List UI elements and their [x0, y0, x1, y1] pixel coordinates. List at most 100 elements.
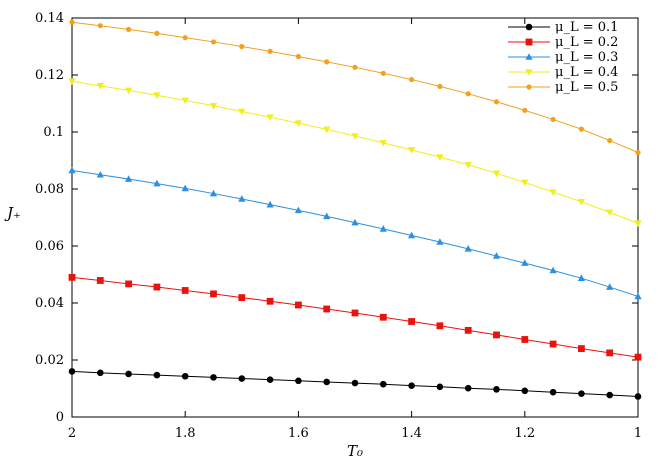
data-point — [634, 353, 642, 361]
data-point — [549, 388, 557, 396]
data-point — [464, 384, 472, 392]
data-point — [181, 184, 189, 192]
data-point — [607, 137, 613, 144]
data-point — [294, 206, 302, 214]
data-point — [352, 64, 358, 70]
y-tick-label: 0.1 — [43, 125, 64, 140]
x-axis-title: T₀ — [347, 442, 363, 460]
data-point — [323, 126, 331, 134]
data-point — [492, 252, 501, 259]
data-point — [436, 383, 444, 391]
data-point — [97, 369, 104, 377]
legend-entry: μ_L = 0.1 — [508, 20, 618, 35]
legend-label: μ_L = 0.2 — [555, 35, 618, 50]
data-point — [408, 318, 415, 325]
data-point — [379, 225, 387, 232]
data-point — [238, 195, 246, 202]
data-point — [549, 189, 557, 196]
data-point — [125, 370, 132, 378]
data-point — [209, 102, 218, 110]
data-point — [437, 83, 443, 89]
data-point — [550, 116, 556, 123]
data-point — [521, 336, 529, 343]
data-point — [266, 200, 274, 208]
plot-frame — [71, 17, 639, 418]
data-point — [436, 154, 444, 161]
data-point — [492, 170, 501, 178]
y-tick-label: 0.12 — [35, 68, 64, 83]
data-point — [380, 70, 386, 76]
data-point — [379, 313, 387, 321]
data-point — [294, 120, 302, 127]
data-point — [634, 220, 642, 227]
series-5 — [69, 19, 641, 156]
x-tick-label: 1 — [634, 426, 642, 441]
data-point — [68, 273, 76, 281]
y-tick-label: 0.04 — [35, 296, 64, 311]
data-point — [181, 372, 189, 380]
data-point — [578, 126, 585, 132]
axis-ticks: 2 1.8 1.6 1.4 1.2 1 0 0.02 0.04 0.06 0.08 0.1 0.12 0.… — [35, 11, 642, 441]
data-point — [351, 379, 359, 387]
legend-entry: μ_L = 0.4 — [508, 65, 618, 80]
data-point — [153, 283, 161, 291]
data-point — [493, 331, 500, 339]
data-point — [68, 166, 76, 174]
data-point — [380, 380, 387, 388]
data-point — [266, 114, 274, 121]
data-point — [181, 287, 189, 294]
series-line — [71, 21, 639, 153]
data-point — [323, 378, 331, 386]
legend-label: μ_L = 0.3 — [555, 50, 618, 65]
data-point — [96, 83, 104, 90]
data-point — [464, 326, 472, 334]
data-point — [68, 78, 76, 86]
data-point — [295, 377, 302, 385]
data-point — [436, 322, 444, 330]
legend-entry: μ_L = 0.5 — [508, 80, 618, 95]
data-point — [209, 189, 218, 197]
data-point — [295, 301, 302, 309]
legend-marker — [525, 69, 533, 76]
data-point — [182, 35, 188, 41]
data-point — [578, 345, 585, 352]
data-point — [153, 92, 161, 100]
data-point — [606, 349, 614, 357]
x-tick-label: 2 — [68, 426, 76, 441]
data-point — [408, 147, 416, 154]
legend-marker — [526, 84, 532, 90]
y-tick-label: 0.02 — [35, 353, 64, 368]
data-point — [125, 175, 133, 182]
data-point — [351, 218, 359, 226]
x-tick-label: 1.6 — [288, 426, 309, 441]
data-point — [408, 382, 415, 389]
data-point — [521, 179, 529, 187]
data-point — [351, 133, 359, 140]
data-point — [97, 23, 103, 29]
legend-label: μ_L = 0.1 — [555, 20, 618, 35]
legend-marker — [525, 53, 533, 60]
data-point — [635, 149, 641, 156]
data-point — [323, 212, 331, 220]
data-point — [493, 386, 500, 393]
series-1 — [68, 368, 642, 400]
data-point — [577, 274, 585, 282]
series-4 — [68, 78, 642, 227]
data-point — [464, 245, 472, 252]
legend-marker — [525, 23, 533, 31]
data-point — [521, 259, 529, 266]
data-point — [634, 292, 642, 300]
y-tick-label: 0.08 — [35, 182, 64, 197]
data-point — [153, 371, 161, 379]
data-point — [323, 305, 331, 313]
data-point — [238, 294, 246, 301]
y-axis-title: J₊ — [4, 204, 21, 222]
data-point — [238, 375, 246, 382]
data-point — [125, 87, 133, 95]
data-point — [606, 283, 614, 290]
series-line — [71, 80, 639, 224]
series-layer — [68, 19, 642, 400]
y-tick-label: 0.06 — [35, 239, 64, 254]
data-point — [408, 231, 416, 239]
